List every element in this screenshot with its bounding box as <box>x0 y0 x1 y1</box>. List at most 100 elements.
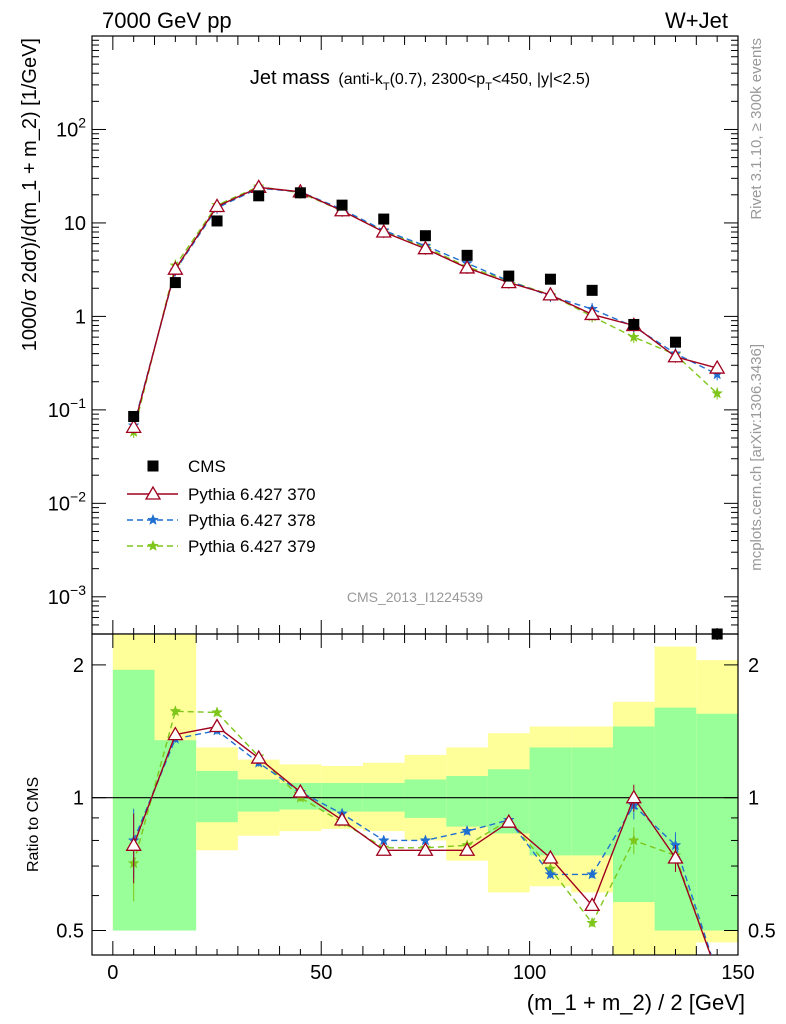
ratio-y-tick-label: 2 <box>73 655 84 677</box>
ratio-point <box>583 897 601 912</box>
ratio-point <box>586 868 599 880</box>
legend-label: Pythia 6.427 378 <box>188 511 316 530</box>
header-right: W+Jet <box>665 8 728 33</box>
ratio-point <box>169 705 182 717</box>
ratio-point <box>375 841 392 856</box>
y-tick-label: 10−2 <box>48 488 86 515</box>
series-line <box>132 185 718 433</box>
title-detail-3: (0.7), 2300<p <box>390 71 486 88</box>
data-point <box>542 286 559 301</box>
watermark: CMS_2013_I1224539 <box>347 589 483 605</box>
data-point <box>378 213 390 225</box>
data-point <box>500 274 517 289</box>
main-series-layer <box>125 179 726 640</box>
legend-marker <box>144 485 162 500</box>
ratio-y-tick-label-right: 0.5 <box>748 921 776 943</box>
header-left: 7000 GeV pp <box>102 8 232 33</box>
y-tick-label: 10−1 <box>48 395 86 422</box>
data-point <box>458 259 476 274</box>
data-point <box>667 348 684 363</box>
band-green <box>404 779 447 818</box>
ratio-y-tick-label-right: 1 <box>748 788 759 810</box>
mcplots-label: mcplots.cern.ch [arXiv:1306.3436] <box>748 344 765 571</box>
data-point <box>586 284 598 296</box>
rivet-label: Rivet 3.1.10, ≥ 300k events <box>748 38 765 220</box>
data-point <box>503 270 515 282</box>
data-point <box>461 249 473 261</box>
data-point <box>375 223 392 238</box>
band-green <box>654 707 697 931</box>
data-point <box>253 190 265 202</box>
title-main: Jet mass <box>250 67 330 89</box>
legend: CMS Pythia 6.427 370 Pythia 6.427 378 Pythi… <box>127 457 316 556</box>
band-green <box>696 713 738 931</box>
data-point <box>627 330 640 343</box>
data-point <box>628 318 640 330</box>
legend-marker <box>147 539 159 551</box>
data-point <box>294 187 306 199</box>
data-point <box>336 199 348 211</box>
data-point <box>169 277 181 289</box>
ratio-point <box>167 726 184 741</box>
band-green <box>529 747 572 856</box>
ratio-point <box>250 749 267 764</box>
ratio-point <box>500 813 517 828</box>
data-point <box>709 359 726 374</box>
ratio-ylabel: Ratio to CMS <box>25 777 42 872</box>
ratio-point <box>544 868 557 880</box>
x-tick-label: 100 <box>513 962 546 984</box>
title-detail-5: <450, |y|<2.5) <box>492 71 590 88</box>
ratio-point <box>625 789 642 804</box>
x-tick-label: 50 <box>310 962 332 984</box>
main-plot-area: 10−3 10−2 10−1 1 10 102 <box>48 35 739 635</box>
legend-marker <box>147 460 159 472</box>
x-tick-label: 150 <box>721 962 754 984</box>
series-line <box>133 187 718 426</box>
data-point <box>167 260 184 275</box>
ratio-point <box>417 841 434 856</box>
ratio-plot-area: 0.5 0.5 1 1 2 2 0 50 100 150 <box>56 633 776 984</box>
title-detail-1: (anti-k <box>338 71 383 88</box>
ratio-point <box>333 811 351 826</box>
ratio-frame <box>91 633 739 956</box>
ratio-y-tick-label-right: 2 <box>748 655 759 677</box>
y-tick-label: 102 <box>56 114 86 141</box>
title-detail-4: T <box>485 81 492 93</box>
ratio-series-0 <box>125 718 712 955</box>
data-point <box>419 230 431 242</box>
data-point <box>544 273 556 285</box>
ratio-point <box>627 834 640 846</box>
xlabel: (m_1 + m_2) / 2 [GeV] <box>527 990 745 1015</box>
title-detail-2: T <box>383 81 390 93</box>
y-tick-label: 10 <box>64 213 86 235</box>
ratio-line <box>133 710 712 955</box>
ratio-y-tick-label: 0.5 <box>56 921 84 943</box>
data-point <box>417 240 434 255</box>
data-point <box>711 387 724 399</box>
ratio-point <box>208 718 226 733</box>
ratio-point <box>461 824 473 837</box>
ratio-point <box>458 841 476 856</box>
ratio-point <box>292 783 309 798</box>
data-point <box>211 215 223 227</box>
ratio-point <box>542 849 559 864</box>
band-green <box>237 779 280 812</box>
series-0 <box>128 187 681 422</box>
data-point <box>128 410 140 422</box>
ratio-point <box>125 837 142 851</box>
main-title: Jet mass (anti-kT(0.7), 2300<pT<450, |y|… <box>250 67 590 93</box>
x-tick-label: 0 <box>107 962 118 984</box>
y-tick-label: 10−3 <box>48 582 86 609</box>
band-green <box>571 747 613 856</box>
y-tick-label: 1 <box>75 306 86 328</box>
ratio-point <box>586 916 599 928</box>
legend-label: Pythia 6.427 370 <box>188 485 316 504</box>
data-point <box>125 419 142 434</box>
band-green <box>196 770 238 823</box>
ratio-y-tick-label: 1 <box>73 788 84 810</box>
ratio-series-layer <box>125 705 712 955</box>
legend-marker <box>147 513 159 525</box>
ratio-point <box>211 706 223 718</box>
band-green <box>154 740 197 931</box>
data-point <box>583 306 601 321</box>
